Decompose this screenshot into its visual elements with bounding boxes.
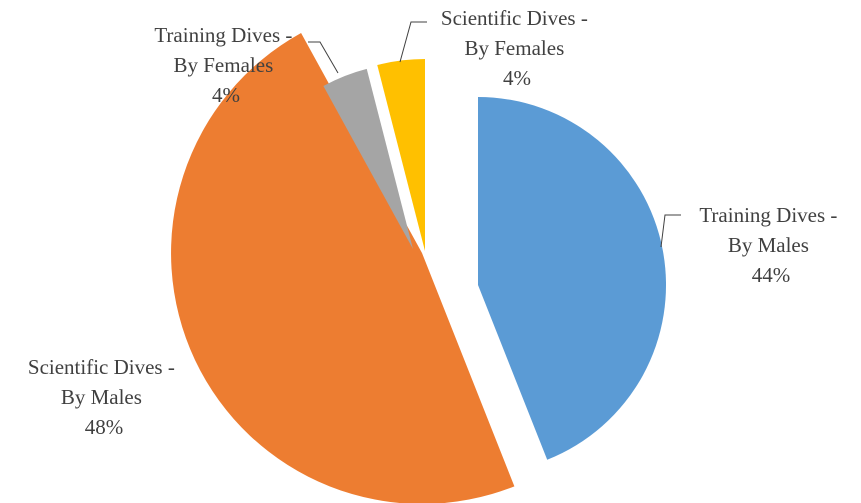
data-label-percent: 4%	[503, 66, 531, 90]
leader-lines	[308, 21, 681, 248]
slice-label-scientific-females: Scientific Dives - By Females 4%	[441, 6, 593, 90]
slice-training-females	[323, 68, 413, 249]
slice-label-scientific-males: Scientific Dives - By Males 48%	[28, 355, 180, 439]
label-line-2: By Males	[61, 385, 142, 409]
slice-scientific-females	[377, 58, 425, 251]
leader-line-scientific-females	[399, 21, 427, 63]
leader-line-training-females	[308, 41, 339, 74]
pie-slices	[171, 33, 667, 503]
slice-label-training-males: Training Dives - By Males 44%	[699, 203, 842, 287]
label-line-1: Scientific Dives -	[441, 6, 588, 30]
label-line-1: Scientific Dives -	[28, 355, 175, 379]
slice-label-training-females: Training Dives - By Females 4%	[154, 23, 297, 107]
leader-line-training-males	[660, 214, 681, 248]
data-label-percent: 48%	[85, 415, 124, 439]
label-line-2: By Females	[174, 53, 274, 77]
label-line-2: By Males	[728, 233, 809, 257]
label-line-2: By Females	[465, 36, 565, 60]
label-line-1: Training Dives -	[699, 203, 837, 227]
slice-training-males	[478, 96, 667, 460]
slice-labels: Training Dives - By Males 44% Scientific…	[28, 6, 842, 439]
slice-scientific-males	[171, 33, 515, 503]
data-label-percent: 44%	[752, 263, 791, 287]
data-label-percent: 4%	[212, 83, 240, 107]
label-line-1: Training Dives -	[154, 23, 292, 47]
